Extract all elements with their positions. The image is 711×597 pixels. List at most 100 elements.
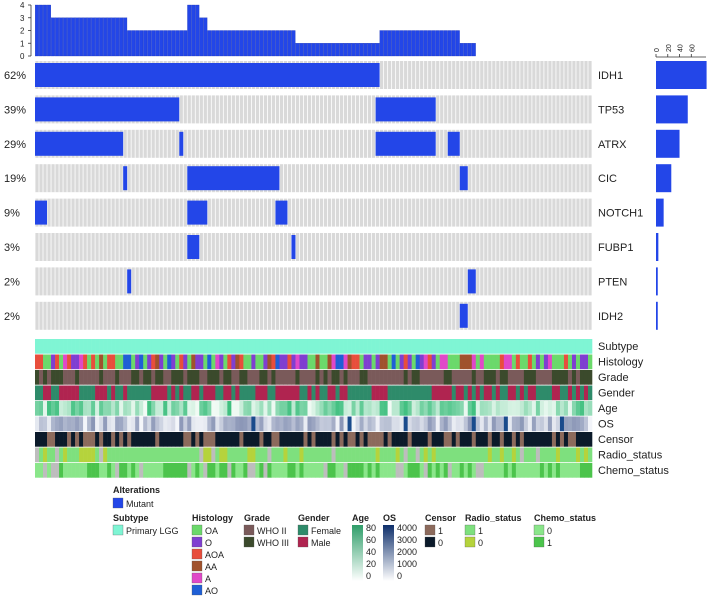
track-cell	[495, 416, 501, 432]
track-cell	[319, 416, 324, 432]
track-cell	[239, 447, 244, 463]
track-cell	[163, 370, 168, 385]
track-cell	[47, 339, 52, 354]
track-cell	[199, 432, 204, 447]
track-cell	[143, 339, 148, 354]
empty-cell	[179, 95, 183, 124]
empty-cell	[331, 164, 336, 193]
track-cell	[111, 385, 116, 401]
track-cell	[447, 385, 453, 401]
empty-cell	[339, 233, 344, 261]
top-bar	[139, 30, 144, 57]
empty-cell	[520, 164, 524, 193]
track-cell	[175, 385, 180, 401]
track-cell	[135, 416, 140, 432]
empty-cell	[452, 301, 456, 330]
track-cell	[179, 463, 184, 478]
empty-cell	[476, 164, 480, 193]
track-cell	[51, 339, 56, 354]
top-bar	[355, 43, 360, 57]
track-cell	[299, 401, 304, 416]
top-bar	[335, 43, 340, 57]
track-cell	[443, 354, 449, 370]
track-cell	[395, 339, 400, 354]
track-cell	[327, 370, 332, 385]
track-cell	[51, 463, 56, 478]
empty-cell	[492, 233, 496, 261]
track-cell	[227, 339, 232, 354]
empty-cell	[556, 267, 560, 296]
track-cell	[563, 432, 569, 447]
empty-cell	[480, 129, 484, 158]
track-cell	[503, 463, 509, 478]
empty-cell	[267, 95, 272, 124]
track-cell	[379, 401, 384, 416]
empty-cell	[247, 301, 251, 330]
track-cell	[295, 463, 300, 478]
track-cell	[287, 463, 292, 478]
empty-cell	[468, 164, 472, 193]
track-cell	[67, 416, 72, 432]
track-cell	[387, 447, 392, 463]
track-cell	[303, 354, 308, 370]
empty-cell	[207, 198, 211, 227]
track-cell	[427, 416, 433, 432]
empty-cell	[243, 129, 247, 158]
empty-cell	[508, 198, 512, 227]
track-cell	[243, 339, 248, 354]
empty-cell	[127, 129, 131, 158]
track-cell	[551, 401, 557, 416]
track-cell	[467, 339, 473, 354]
empty-cell	[440, 95, 444, 124]
track-cell	[427, 385, 433, 401]
empty-cell	[516, 301, 520, 330]
empty-cell	[416, 233, 420, 261]
track-cell	[483, 339, 489, 354]
track-cell	[483, 463, 489, 478]
legend-label: 1	[478, 526, 483, 536]
empty-cell	[556, 301, 560, 330]
mutation-bar	[179, 131, 184, 156]
track-cell	[431, 339, 437, 354]
track-cell	[587, 401, 593, 416]
track-cell	[319, 401, 324, 416]
empty-cell	[452, 95, 456, 124]
track-cell	[499, 447, 505, 463]
empty-cell	[484, 301, 488, 330]
empty-cell	[520, 301, 524, 330]
empty-cell	[355, 129, 360, 158]
track-cell	[183, 385, 188, 401]
track-cell	[207, 416, 212, 432]
empty-cell	[119, 198, 123, 227]
empty-cell	[327, 129, 332, 158]
track-cell	[79, 432, 84, 447]
track-cell	[547, 339, 553, 354]
track-cell	[267, 432, 272, 447]
track-cell	[239, 354, 244, 370]
track-cell	[167, 385, 172, 401]
empty-cell	[243, 301, 247, 330]
track-cell	[35, 416, 40, 432]
track-cell	[115, 432, 120, 447]
top-bar-tick-label: 0	[20, 52, 25, 61]
track-cell	[527, 339, 533, 354]
empty-cell	[143, 301, 147, 330]
empty-cell	[263, 233, 268, 261]
empty-cell	[460, 267, 464, 296]
track-cell	[99, 463, 104, 478]
track-cell	[491, 463, 497, 478]
empty-cell	[444, 164, 448, 193]
empty-cell	[303, 301, 308, 330]
track-cell	[539, 385, 545, 401]
empty-cell	[155, 164, 159, 193]
empty-cell	[368, 95, 372, 124]
track-cell	[231, 432, 236, 447]
empty-cell	[564, 301, 568, 330]
track-cell	[575, 447, 581, 463]
empty-cell	[452, 267, 456, 296]
track-cell	[511, 463, 517, 478]
track-cell	[135, 432, 140, 447]
track-cell	[511, 354, 517, 370]
empty-cell	[47, 301, 51, 330]
empty-cell	[476, 198, 480, 227]
